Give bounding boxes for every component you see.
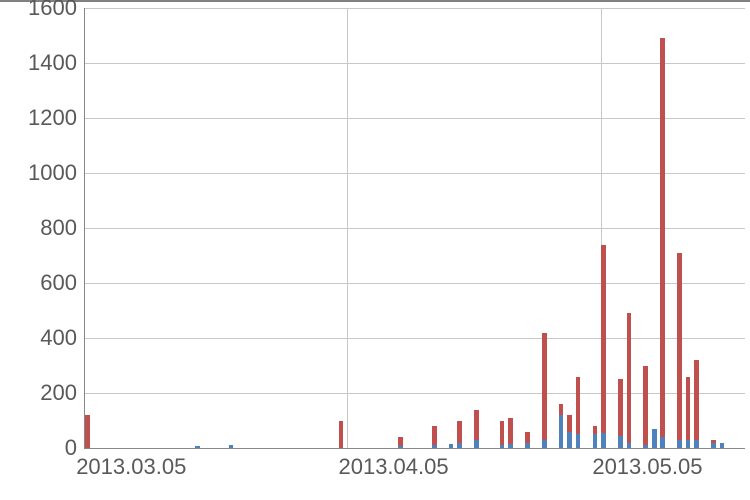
bar-blue	[508, 444, 513, 448]
bar-blue	[500, 445, 505, 448]
y-tick-label: 1600	[28, 0, 85, 21]
bar-red	[601, 245, 606, 449]
bar-blue	[432, 445, 437, 448]
y-tick-label: 400	[40, 325, 85, 351]
bar-blue	[694, 440, 699, 448]
bar-blue	[618, 436, 623, 448]
plot-area: 020040060080010001200140016002013.03.052…	[84, 8, 745, 449]
bar-blue	[627, 443, 632, 449]
bar-red	[694, 360, 699, 448]
x-tick-label: 2013.03.05	[76, 448, 186, 480]
gridline-h	[85, 63, 745, 64]
gridline-h	[85, 173, 745, 174]
bar-blue	[542, 440, 547, 448]
bar-blue	[398, 446, 403, 448]
bar-blue	[229, 445, 234, 448]
bar-red	[677, 253, 682, 448]
y-tick-label: 1000	[28, 160, 85, 186]
bar-blue	[474, 440, 479, 448]
gridline-h	[85, 338, 745, 339]
chart-frame: 020040060080010001200140016002013.03.052…	[0, 0, 750, 500]
bar-blue	[593, 434, 598, 448]
bar-blue	[601, 433, 606, 448]
y-tick-label: 1200	[28, 105, 85, 131]
bar-blue	[686, 440, 691, 448]
gridline-h	[85, 8, 745, 9]
y-tick-label: 200	[40, 380, 85, 406]
y-tick-label: 600	[40, 270, 85, 296]
y-tick-label: 1400	[28, 50, 85, 76]
x-tick-label: 2013.04.05	[338, 448, 448, 480]
bar-blue	[449, 444, 454, 448]
bar-blue	[652, 429, 657, 448]
bar-blue	[576, 434, 581, 448]
bar-red	[660, 38, 665, 448]
bar-blue	[643, 445, 648, 448]
bar-red	[542, 333, 547, 449]
bar-blue	[660, 437, 665, 448]
bar-blue	[195, 446, 200, 448]
bar-red	[643, 366, 648, 449]
gridline-h	[85, 283, 745, 284]
bar-red	[686, 377, 691, 449]
gridline-h	[85, 228, 745, 229]
gridline-v	[347, 8, 348, 448]
bar-red	[339, 421, 344, 449]
bar-blue	[457, 443, 462, 448]
bar-blue	[525, 443, 530, 449]
gridline-h	[85, 118, 745, 119]
bar-blue	[677, 440, 682, 448]
bar-blue	[720, 443, 725, 448]
bar-blue	[711, 443, 716, 449]
bar-blue	[559, 415, 564, 448]
bar-blue	[567, 432, 572, 449]
bar-red	[85, 415, 90, 448]
x-tick-label: 2013.05.05	[592, 448, 702, 480]
y-tick-label: 800	[40, 215, 85, 241]
bar-red	[627, 313, 632, 448]
